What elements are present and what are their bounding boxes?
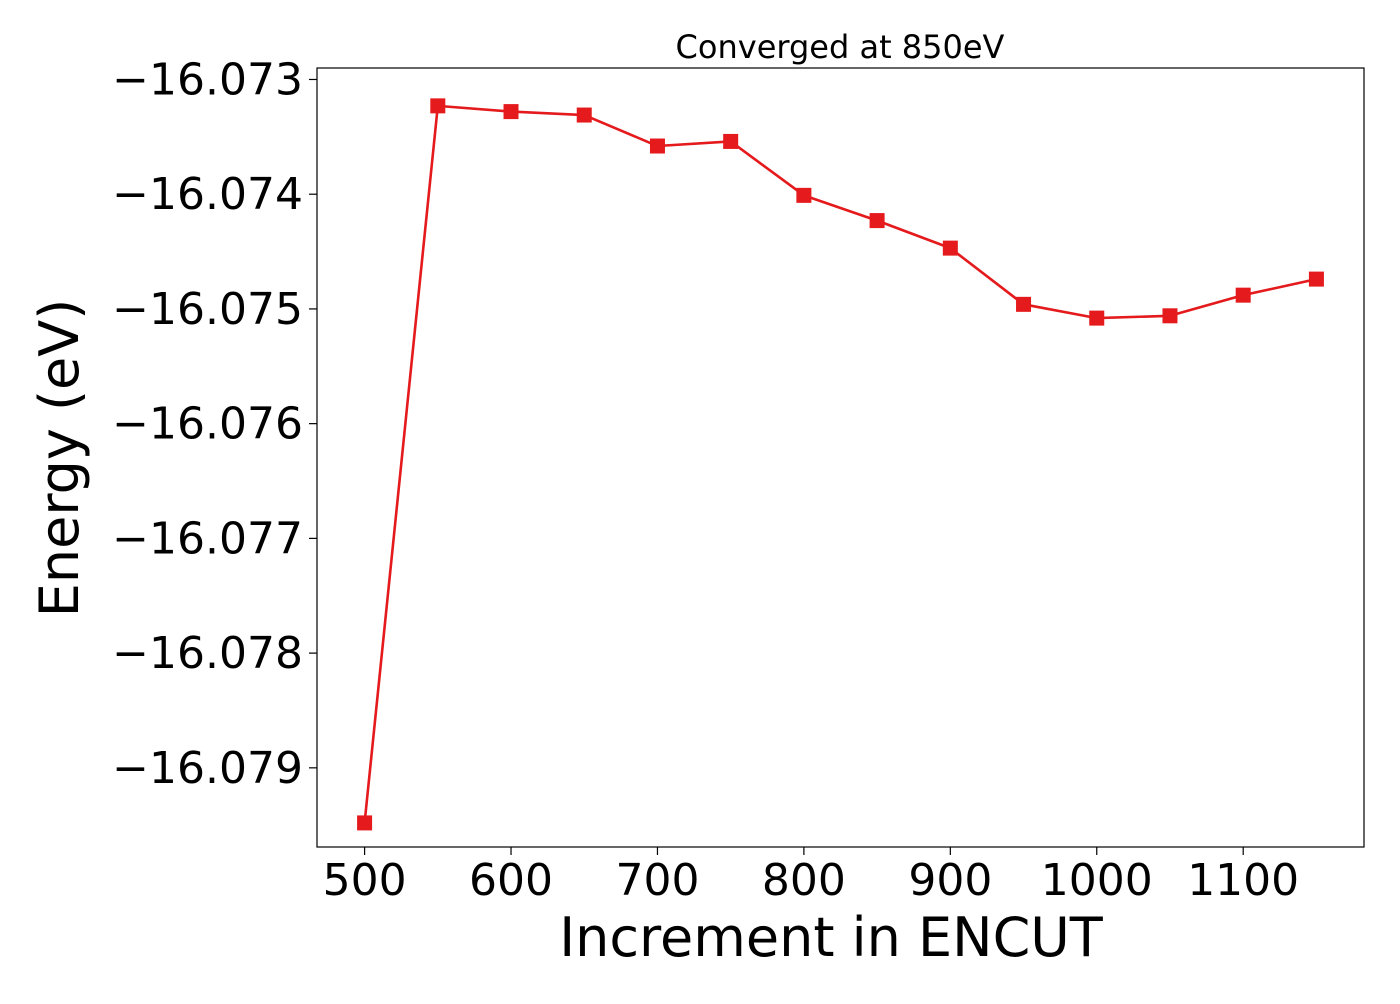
x-tick-label: 700 [615, 855, 699, 906]
data-point-marker [576, 107, 592, 123]
axes: 500 600 700 800 900 1000 1100 −16.073 −16.074 −16… [112, 54, 1365, 906]
y-tick-label: −16.076 [112, 399, 303, 450]
data-point-marker [869, 213, 885, 229]
x-axis-label: Increment in ENCUT [559, 906, 1104, 969]
data-point-marker [357, 815, 373, 831]
data-point-marker [503, 104, 519, 120]
data-point-marker [1308, 271, 1324, 287]
x-tick-label: 1000 [1041, 855, 1153, 906]
x-tick-label: 500 [323, 855, 407, 906]
plot-area [357, 98, 1324, 831]
data-point-marker [1235, 287, 1251, 303]
y-tick-label: −16.075 [112, 284, 303, 335]
x-tick-label: 600 [469, 855, 553, 906]
y-tick-label: −16.077 [112, 513, 303, 564]
series-line [363, 104, 1317, 824]
data-point-marker [1016, 296, 1032, 312]
plot-frame [316, 67, 1365, 848]
x-tick-label: 800 [762, 855, 846, 906]
data-point-marker [942, 240, 958, 256]
data-point-marker [723, 133, 739, 149]
data-point-marker [1089, 310, 1105, 326]
data-point-marker [430, 98, 446, 114]
data-point-marker [1162, 308, 1178, 324]
y-tick-label: −16.074 [112, 169, 303, 220]
y-tick-label: −16.078 [112, 628, 303, 679]
data-point-marker [649, 138, 665, 154]
x-tick-label: 900 [908, 855, 992, 906]
y-axis-label: Energy (eV) [28, 299, 91, 618]
x-tick-label: 1100 [1187, 855, 1299, 906]
y-tick-label: −16.079 [112, 743, 303, 794]
chart-title: Converged at 850eV [676, 28, 1005, 66]
data-point-marker [796, 187, 812, 203]
y-tick-label: −16.073 [112, 54, 303, 105]
